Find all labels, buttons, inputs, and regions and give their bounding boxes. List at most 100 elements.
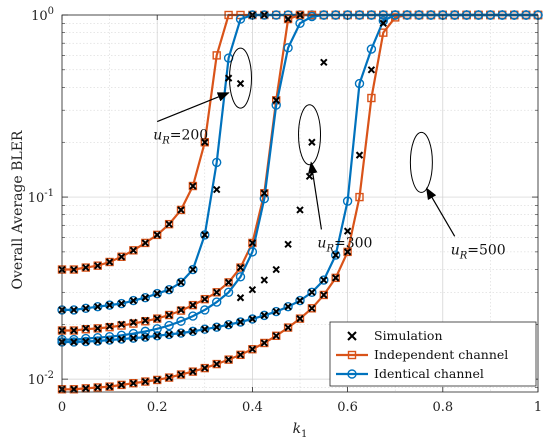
simulation-marker: [260, 276, 269, 284]
marker-square: [81, 325, 91, 334]
marker-square: [69, 326, 79, 335]
marker-circle: [69, 305, 79, 315]
marker-square: [152, 375, 162, 385]
simulation-marker: [320, 291, 328, 299]
marker-circle: [307, 11, 317, 22]
simulation-marker: [105, 336, 114, 344]
plot-frame: [61, 14, 539, 393]
marker-stroke: [367, 66, 376, 74]
legend-marker-circle: [347, 369, 357, 379]
marker-circle: [307, 287, 317, 297]
simulation-marker: [129, 334, 138, 342]
marker-stroke: [141, 239, 150, 247]
marker-stroke: [236, 351, 245, 359]
simulation-marker: [201, 364, 209, 372]
simulation-marker: [308, 304, 316, 312]
marker-stroke: [105, 382, 114, 391]
marker-stroke: [153, 376, 161, 384]
marker-circle: [188, 264, 198, 275]
simulation-marker: [201, 295, 209, 303]
marker-stroke: [284, 302, 292, 311]
marker-stroke: [189, 301, 197, 309]
simulation-marker: [296, 296, 304, 305]
marker-circle: [366, 44, 377, 54]
simulation-marker: [236, 351, 245, 359]
simulation-marker: [129, 296, 138, 305]
simulation-marker: [177, 370, 185, 379]
legend-label: Independent channel: [374, 347, 508, 362]
marker-circle: [342, 196, 353, 206]
marker-square: [141, 377, 150, 386]
marker-circle: [188, 326, 198, 337]
annotations: uR=200 uR=300 uR=500: [153, 47, 506, 261]
simulation-marker: [201, 138, 209, 146]
annotation-arrow: [426, 187, 456, 237]
marker-stroke: [93, 337, 102, 345]
marker-square: [141, 317, 150, 326]
simulation-marker: [117, 335, 126, 343]
marker-circle: [223, 287, 234, 297]
simulation-marker: [224, 355, 233, 364]
simulation-marker: [141, 333, 150, 341]
marker-circle: [259, 310, 269, 321]
marker-square: [176, 205, 186, 215]
marker-square: [331, 273, 340, 283]
marker-stroke: [201, 295, 209, 303]
marker-circle: [200, 305, 210, 315]
marker-stroke: [224, 321, 233, 329]
marker-circle: [247, 314, 258, 324]
marker-square: [117, 380, 126, 390]
simulation-marker: [165, 285, 173, 294]
marker-stroke: [296, 206, 304, 214]
marker-square: [164, 373, 174, 382]
marker-stroke: [320, 58, 328, 66]
annotation-label: uR=200: [153, 128, 208, 147]
x-tick-label: 0.2: [147, 400, 168, 415]
marker-square: [283, 14, 293, 24]
marker-stroke: [189, 367, 197, 376]
marker-circle: [140, 332, 151, 342]
marker-circle: [116, 334, 127, 344]
marker-stroke: [141, 333, 150, 341]
marker-stroke: [272, 96, 280, 105]
simulation-marker: [201, 231, 209, 239]
marker-square: [200, 294, 210, 304]
marker-stroke: [105, 301, 114, 309]
annotation-ellipse: [229, 47, 252, 109]
marker-stroke: [177, 278, 185, 287]
annotation-arrow: [308, 161, 323, 230]
marker-circle: [104, 335, 115, 345]
legend-label: Simulation: [374, 328, 443, 343]
marker-stroke: [260, 189, 269, 197]
marker-stroke: [284, 323, 292, 332]
x-tick-label: 0: [58, 400, 66, 415]
marker-stroke: [117, 253, 126, 261]
simulation-marker: [272, 96, 280, 105]
marker-stroke: [141, 294, 150, 302]
marker-stroke: [82, 304, 90, 312]
marker-circle: [283, 301, 293, 312]
legend-entry: Independent channel: [336, 347, 508, 362]
simulation-marker: [70, 385, 78, 393]
simulation-marker: [153, 332, 161, 340]
simulation-marker: [141, 377, 150, 386]
simulation-marker: [93, 261, 102, 270]
marker-stroke: [129, 296, 138, 305]
marker-circle: [152, 331, 162, 341]
marker-circle: [354, 78, 365, 89]
legend-marker-square: [347, 350, 357, 360]
marker-stroke: [177, 306, 185, 314]
marker-circle: [211, 297, 222, 307]
marker-stroke: [105, 258, 114, 266]
marker-stroke: [272, 332, 280, 340]
marker-stroke: [70, 306, 78, 314]
simulation-marker: [284, 15, 292, 23]
simulation-marker: [117, 299, 126, 308]
marker-stroke: [165, 311, 173, 319]
marker-square: [129, 379, 138, 388]
marker-stroke: [153, 231, 161, 239]
simulation-marker: [165, 311, 173, 319]
marker-circle: [164, 329, 174, 340]
marker-square: [272, 331, 281, 341]
marker-circle: [69, 337, 79, 347]
